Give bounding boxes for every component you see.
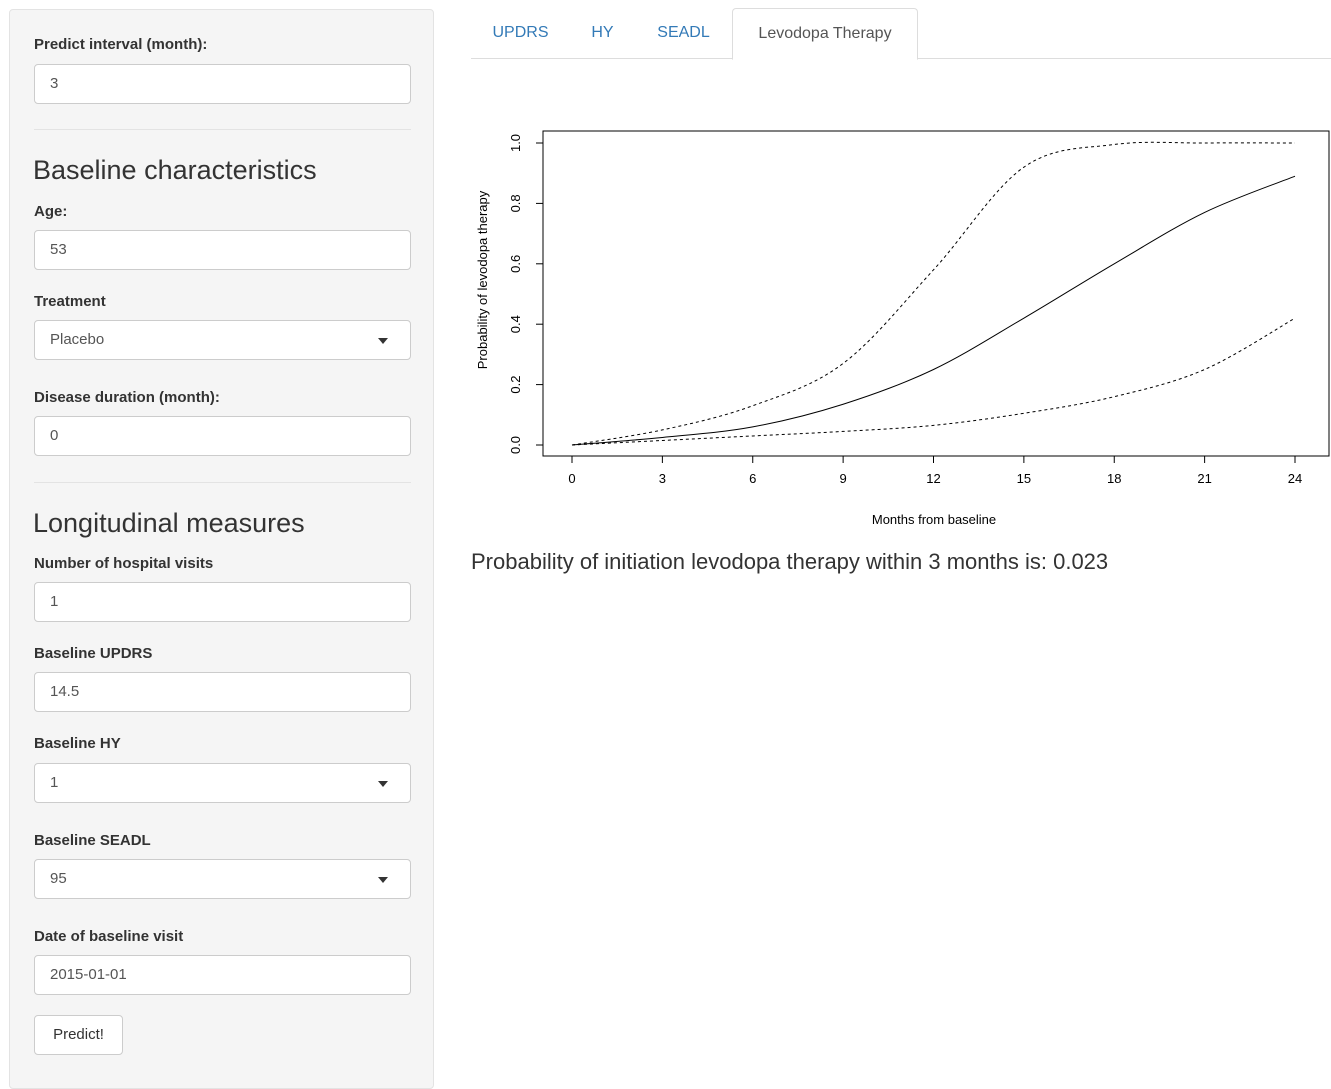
y-axis-label: Probability of levodopa therapy bbox=[475, 190, 490, 369]
y-tick-label: 0.8 bbox=[508, 194, 523, 212]
baseline-updrs-input[interactable]: 14.5 bbox=[34, 672, 411, 712]
predict-interval-input[interactable]: 3 bbox=[34, 64, 411, 104]
levodopa-probability-chart: Probability of levodopa therapy Months f… bbox=[475, 130, 1330, 527]
baseline-hy-value: 1 bbox=[50, 774, 59, 791]
x-tick-label: 0 bbox=[568, 471, 575, 486]
baseline-updrs-label: Baseline UPDRS bbox=[34, 645, 153, 662]
tab-levodopa-therapy[interactable]: Levodopa Therapy bbox=[732, 8, 918, 60]
tab-updrs[interactable]: UPDRS bbox=[492, 24, 549, 41]
hospital-visits-input[interactable]: 1 bbox=[34, 582, 411, 622]
baseline-seadl-value: 95 bbox=[50, 870, 67, 887]
x-tick-label: 24 bbox=[1288, 471, 1302, 486]
divider bbox=[34, 129, 411, 130]
x-tick-label: 9 bbox=[840, 471, 847, 486]
caret-down-icon bbox=[378, 781, 388, 787]
tab-bar: UPDRS HY SEADL Levodopa Therapy bbox=[471, 8, 1331, 60]
x-tick-label: 21 bbox=[1197, 471, 1211, 486]
baseline-hy-label: Baseline HY bbox=[34, 735, 121, 752]
longitudinal-heading: Longitudinal measures bbox=[33, 508, 305, 538]
confidence-bound-line bbox=[571, 141, 1296, 446]
treatment-value: Placebo bbox=[50, 331, 105, 348]
x-axis-label: Months from baseline bbox=[872, 512, 996, 527]
x-tick-label: 3 bbox=[659, 471, 666, 486]
x-tick-label: 15 bbox=[1017, 471, 1031, 486]
y-tick-label: 0.0 bbox=[508, 436, 523, 454]
tab-hy[interactable]: HY bbox=[591, 24, 614, 41]
baseline-seadl-select[interactable]: 95 bbox=[34, 859, 411, 899]
baseline-hy-select[interactable]: 1 bbox=[34, 763, 411, 803]
disease-duration-label: Disease duration (month): bbox=[34, 389, 220, 406]
tab-seadl[interactable]: SEADL bbox=[657, 24, 710, 41]
confidence-bound-line bbox=[571, 317, 1296, 446]
baseline-date-label: Date of baseline visit bbox=[34, 928, 184, 945]
probability-line bbox=[571, 175, 1296, 446]
caret-down-icon bbox=[378, 338, 388, 344]
plot-frame bbox=[542, 130, 1330, 457]
x-tick-label: 6 bbox=[749, 471, 756, 486]
age-input[interactable]: 53 bbox=[34, 230, 411, 270]
result-text: Probability of initiation levodopa thera… bbox=[471, 549, 1109, 574]
caret-down-icon bbox=[378, 877, 388, 883]
predict-button[interactable]: Predict! bbox=[34, 1015, 123, 1055]
treatment-select[interactable]: Placebo bbox=[34, 320, 411, 360]
treatment-label: Treatment bbox=[34, 293, 106, 310]
sidebar-panel: Predict interval (month): 3 Baseline cha… bbox=[9, 9, 434, 1089]
divider bbox=[34, 482, 411, 483]
predict-interval-label: Predict interval (month): bbox=[34, 36, 208, 53]
y-tick-label: 0.6 bbox=[508, 255, 523, 273]
y-tick-label: 0.2 bbox=[508, 376, 523, 394]
y-tick-label: 0.4 bbox=[508, 315, 523, 333]
x-tick-label: 12 bbox=[926, 471, 940, 486]
hospital-visits-label: Number of hospital visits bbox=[34, 555, 214, 572]
baseline-heading: Baseline characteristics bbox=[33, 155, 317, 185]
baseline-date-input[interactable]: 2015-01-01 bbox=[34, 955, 411, 995]
baseline-seadl-label: Baseline SEADL bbox=[34, 832, 151, 849]
y-tick-label: 1.0 bbox=[508, 134, 523, 152]
x-tick-label: 18 bbox=[1107, 471, 1121, 486]
disease-duration-input[interactable]: 0 bbox=[34, 416, 411, 456]
age-label: Age: bbox=[34, 203, 68, 220]
